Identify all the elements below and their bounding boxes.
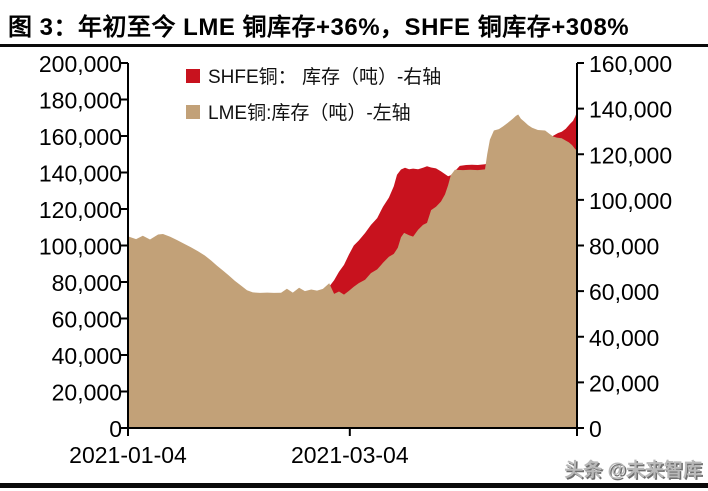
right-axis-tick-label: 100,000 bbox=[589, 188, 672, 214]
left-axis-tick-label: 120,000 bbox=[39, 197, 122, 223]
right-axis-tick-label: 0 bbox=[589, 416, 602, 442]
legend-swatch-lme bbox=[186, 104, 200, 119]
bottom-bar bbox=[0, 483, 708, 488]
right-axis-tick-label: 160,000 bbox=[589, 51, 672, 77]
right-axis-tick-label: 120,000 bbox=[589, 142, 672, 168]
left-axis-tick-label: 200,000 bbox=[39, 51, 122, 77]
left-axis-tick-label: 160,000 bbox=[39, 124, 122, 150]
legend-label-lme: LME铜:库存（吨）-左轴 bbox=[208, 103, 411, 124]
right-axis-tick-label: 140,000 bbox=[589, 97, 672, 123]
x-axis-tick-label: 2021-03-04 bbox=[291, 442, 409, 468]
legend-swatch-shfe bbox=[186, 68, 200, 83]
right-axis-tick-label: 60,000 bbox=[589, 279, 659, 305]
left-axis-tick-label: 60,000 bbox=[52, 307, 122, 333]
left-axis-tick-label: 40,000 bbox=[52, 343, 122, 369]
figure-title: 图 3：年初至今 LME 铜库存+36%，SHFE 铜库存+308% bbox=[8, 14, 630, 41]
x-axis-tick-label: 2021-01-04 bbox=[69, 442, 187, 468]
left-axis-tick-label: 80,000 bbox=[52, 270, 122, 296]
title-divider bbox=[0, 44, 708, 47]
legend-label-shfe: SHFE铜： 库存（吨）-右轴 bbox=[208, 67, 442, 88]
left-axis-tick-label: 100,000 bbox=[39, 234, 122, 260]
chart-legend: SHFE铜： 库存（吨）-右轴 LME铜:库存（吨）-左轴 bbox=[186, 62, 441, 134]
left-axis-tick-label: 0 bbox=[109, 416, 122, 442]
left-axis-tick-label: 140,000 bbox=[39, 161, 122, 187]
right-axis-tick-label: 20,000 bbox=[589, 370, 659, 396]
right-axis-tick-label: 40,000 bbox=[589, 325, 659, 351]
left-axis-tick-label: 180,000 bbox=[39, 88, 122, 114]
watermark: 头条 @未来智库 bbox=[564, 460, 702, 481]
lme-area-series bbox=[128, 114, 577, 428]
legend-item-lme: LME铜:库存（吨）-左轴 bbox=[186, 98, 441, 125]
left-axis-tick-label: 20,000 bbox=[52, 380, 122, 406]
right-axis-tick-label: 80,000 bbox=[589, 234, 659, 260]
legend-item-shfe: SHFE铜： 库存（吨）-右轴 bbox=[186, 62, 441, 89]
